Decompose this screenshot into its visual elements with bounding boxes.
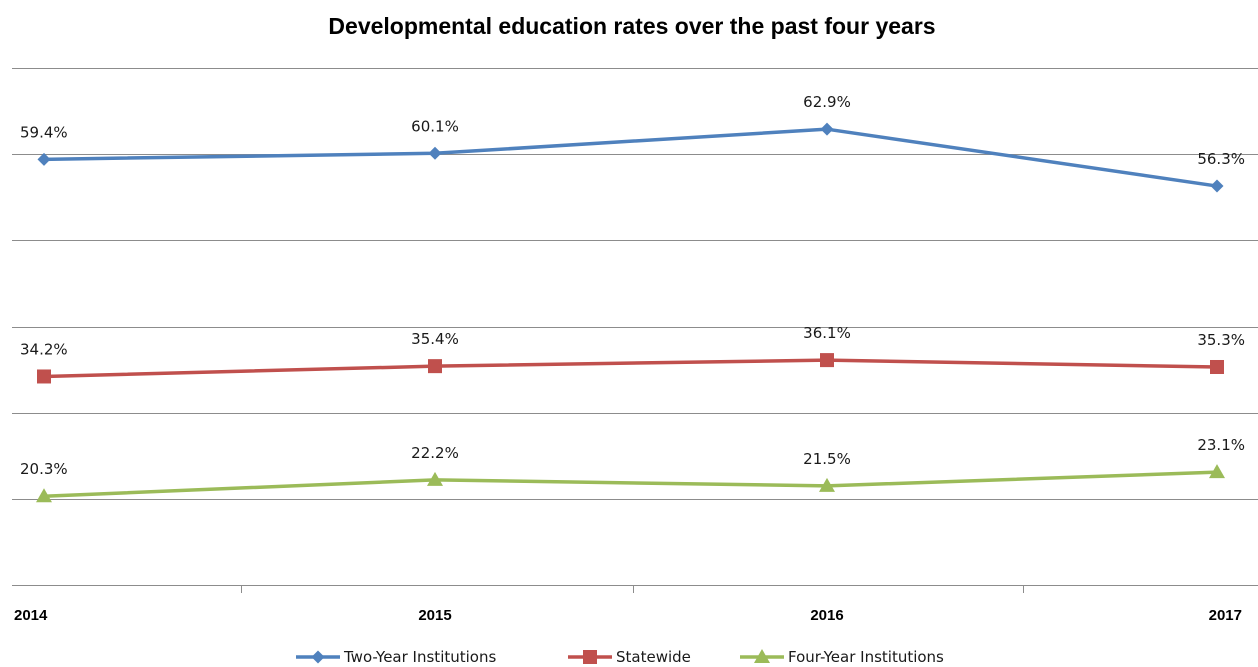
data-label: 21.5% xyxy=(803,450,851,468)
data-point xyxy=(819,477,835,492)
plot-area xyxy=(36,122,1225,503)
data-label: 60.1% xyxy=(411,117,459,135)
legend-label: Two-Year Institutions xyxy=(343,648,496,666)
x-tick-label: 2015 xyxy=(418,607,451,624)
legend-label: Statewide xyxy=(616,648,691,666)
legend-marker xyxy=(311,650,325,664)
data-label: 34.2% xyxy=(20,340,68,358)
data-point xyxy=(1210,359,1224,374)
series-four-year-institutions xyxy=(36,464,1225,503)
gridlines xyxy=(12,68,1258,586)
data-label: 62.9% xyxy=(803,93,851,111)
x-tick-label: 2016 xyxy=(810,607,843,624)
data-point xyxy=(428,146,442,160)
data-point xyxy=(1209,464,1225,479)
series-line xyxy=(43,470,1218,498)
data-point xyxy=(427,471,443,486)
legend-label: Four-Year Institutions xyxy=(788,648,944,666)
data-point xyxy=(36,488,52,503)
x-tick-label: 2017 xyxy=(1209,607,1242,624)
data-point xyxy=(820,122,834,136)
data-point xyxy=(428,359,442,374)
legend-marker xyxy=(583,650,597,664)
series-line xyxy=(43,127,1218,188)
data-label: 59.4% xyxy=(20,123,68,141)
series-line xyxy=(43,358,1218,379)
data-label: 23.1% xyxy=(1197,436,1245,454)
series-statewide xyxy=(37,353,1224,384)
data-label: 35.3% xyxy=(1197,331,1245,349)
data-label: 22.2% xyxy=(411,444,459,462)
data-labels: 59.4% 60.1% 62.9% 56.3% 34.2% 35.4% 36.1% 35.3%… xyxy=(20,93,1245,478)
legend-marker xyxy=(754,649,770,663)
x-axis: 2014 2015 2016 2017 xyxy=(14,585,1242,624)
legend-item: Four-Year Institutions xyxy=(740,648,944,666)
data-label: 56.3% xyxy=(1197,150,1245,168)
data-point xyxy=(1210,179,1224,193)
legend-item: Statewide xyxy=(568,648,691,666)
data-point xyxy=(37,152,51,166)
data-label: 35.4% xyxy=(411,330,459,348)
x-tick-label: 2014 xyxy=(14,607,48,624)
data-label: 20.3% xyxy=(20,460,68,478)
chart-title: Developmental education rates over the p… xyxy=(328,13,935,39)
series-two-year-institutions xyxy=(37,122,1224,193)
data-point xyxy=(37,369,51,384)
legend-item: Two-Year Institutions xyxy=(296,648,496,666)
legend: Two-Year Institutions Statewide Four-Year … xyxy=(296,648,944,666)
data-point xyxy=(820,353,834,368)
data-label: 36.1% xyxy=(803,324,851,342)
